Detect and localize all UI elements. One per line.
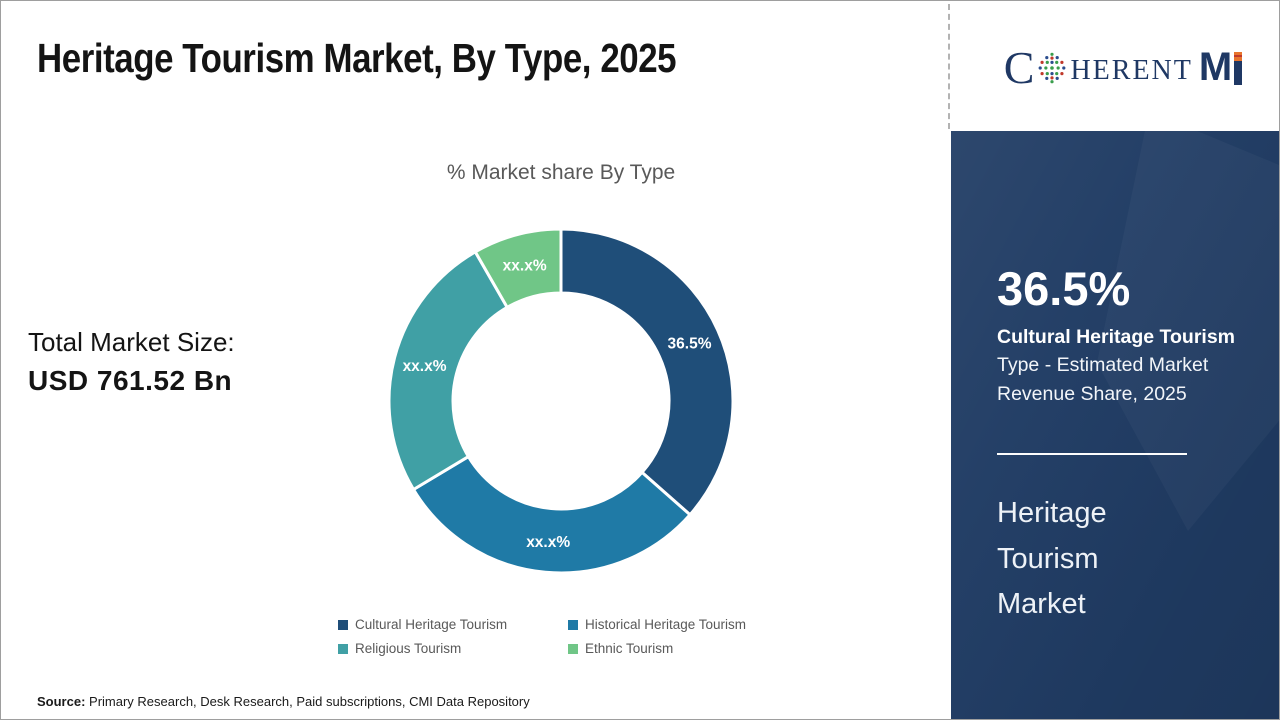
donut-slice-label-2: xx.x% (403, 358, 447, 375)
header-dashed-divider (948, 4, 950, 129)
logo-letter-i-accent (1234, 51, 1243, 61)
donut-chart: 36.5% xx.x% xx.x% xx.x% (387, 227, 735, 575)
legend-label-3: Ethnic Tourism (585, 641, 674, 656)
legend-item-2: Religious Tourism (338, 641, 568, 656)
chart-legend: Cultural Heritage Tourism Historical Heri… (338, 617, 788, 656)
donut-slice-label-1: xx.x% (526, 534, 570, 551)
panel-stat-block: 36.5% Cultural Heritage Tourism Type - E… (997, 263, 1269, 408)
donut-slice-3 (473, 227, 563, 310)
coherentmi-logo: C HERENT M (996, 41, 1251, 93)
donut-slice-label-3: xx.x% (503, 257, 547, 274)
panel-stat-caption-bold: Cultural Heritage Tourism (997, 325, 1236, 348)
source-label: Source: (37, 694, 86, 709)
legend-label-2: Religious Tourism (355, 641, 462, 656)
panel-report-title: Heritage Tourism Market (997, 497, 1107, 620)
legend-label-0: Cultural Heritage Tourism (355, 617, 508, 632)
total-market-size-label: Total Market Size: (28, 327, 235, 357)
total-market-size-block: Total Market Size: USD 761.52 Bn (28, 327, 235, 397)
source-line: Source: Primary Research, Desk Research,… (37, 694, 530, 709)
legend-item-3: Ethnic Tourism (568, 641, 788, 656)
panel-stat-caption: Cultural Heritage Tourism Type - Estimat… (997, 323, 1269, 409)
total-market-size-value: USD 761.52 Bn (28, 365, 233, 396)
logo-letter-m: M (1198, 45, 1232, 89)
logo-letter-i-bar (1234, 60, 1243, 85)
donut-slice-0 (559, 227, 735, 517)
logo-letters-herent: HERENT (1070, 54, 1193, 86)
chart-title: % Market share By Type (446, 161, 676, 184)
legend-item-1: Historical Heritage Tourism (568, 617, 788, 632)
legend-label-1: Historical Heritage Tourism (585, 617, 747, 632)
legend-swatch-2 (338, 643, 348, 654)
page-title: Heritage Tourism Market, By Type, 2025 (37, 35, 677, 81)
donut-slice-2 (387, 249, 510, 492)
logo-letter-c: C (1003, 41, 1035, 93)
legend-item-0: Cultural Heritage Tourism (338, 617, 568, 632)
source-text: Primary Research, Desk Research, Paid su… (89, 694, 530, 709)
panel-texture (951, 131, 1279, 719)
side-panel: 36.5% Cultural Heritage Tourism Type - E… (951, 131, 1279, 719)
coherent-globe-icon (1039, 52, 1066, 83)
legend-swatch-1 (568, 619, 578, 630)
legend-swatch-3 (568, 643, 578, 654)
logo-letter-i (1233, 51, 1243, 86)
panel-divider-line (997, 453, 1187, 455)
donut-slice-label-0: 36.5% (668, 335, 712, 352)
panel-stat-caption-rest: Type - Estimated Market Revenue Share, 2… (997, 354, 1209, 405)
legend-swatch-0 (338, 619, 348, 630)
donut-slice-1 (411, 454, 693, 575)
panel-stat-value: 36.5% (997, 262, 1131, 315)
